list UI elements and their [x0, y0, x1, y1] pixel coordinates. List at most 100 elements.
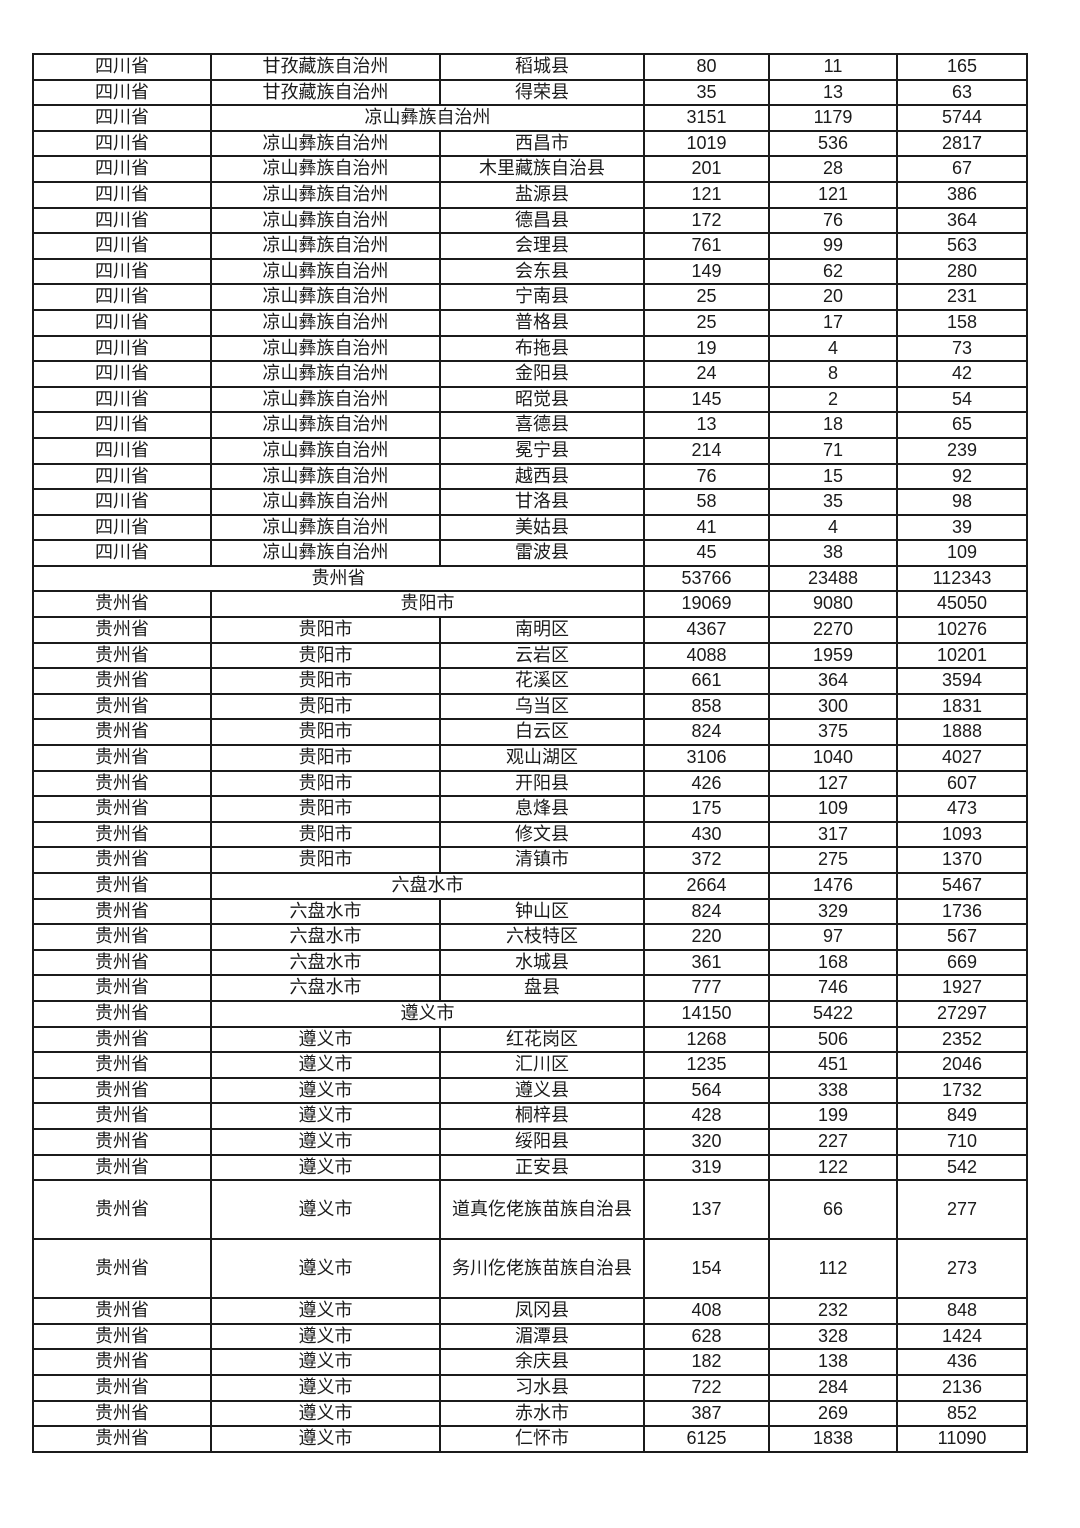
prefecture-cell: 遵义市 [210, 1179, 441, 1241]
value-cell: 67 [896, 155, 1028, 183]
province-cell: 四川省 [32, 360, 212, 388]
value-cell: 227 [768, 1127, 898, 1156]
value-cell: 154 [643, 1238, 770, 1300]
value-cell: 42 [896, 360, 1028, 388]
table-row: 四川省 凉山彝族自治州 会东县 149 62 280 [32, 257, 1028, 286]
value-cell: 98 [896, 488, 1028, 516]
value-cell: 11090 [896, 1425, 1028, 1453]
county-cell: 修文县 [439, 820, 645, 849]
county-cell: 宁南县 [439, 283, 645, 311]
value-cell: 62 [768, 257, 898, 286]
province-cell: 贵州省 [32, 1051, 212, 1079]
prefecture-cell: 凉山彝族自治州 [210, 308, 441, 337]
prefecture-cell: 凉山彝族自治州 [210, 155, 441, 183]
prefecture-cell: 遵义市 [210, 1425, 441, 1453]
value-cell: 338 [768, 1076, 898, 1105]
prefecture-cell: 贵阳市 [210, 641, 441, 670]
county-cell: 红花岗区 [439, 1025, 645, 1054]
value-cell: 1179 [768, 104, 898, 132]
prefecture-cell: 凉山彝族自治州 [210, 360, 441, 388]
province-cell: 贵州省 [32, 1076, 212, 1105]
county-cell: 观山湖区 [439, 744, 645, 772]
value-cell: 1927 [896, 974, 1028, 1002]
value-cell: 628 [643, 1322, 770, 1351]
county-cell: 普格县 [439, 308, 645, 337]
county-cell: 汇川区 [439, 1051, 645, 1079]
value-cell: 2 [768, 385, 898, 414]
prefecture-cell: 六盘水市 [210, 948, 441, 977]
prefecture-county-merged-cell: 六盘水市 [210, 872, 645, 900]
table-row: 贵州省 遵义市 湄潭县 628 328 1424 [32, 1322, 1028, 1351]
county-cell: 绥阳县 [439, 1127, 645, 1156]
value-cell: 328 [768, 1322, 898, 1351]
table-row: 贵州省 贵阳市 19069 9080 45050 [32, 590, 1028, 619]
prefecture-cell: 贵阳市 [210, 795, 441, 823]
value-cell: 3594 [896, 667, 1028, 695]
value-cell: 722 [643, 1373, 770, 1402]
prefecture-cell: 六盘水市 [210, 897, 441, 926]
county-cell: 布拖县 [439, 334, 645, 363]
province-cell: 四川省 [32, 436, 212, 465]
table-row: 贵州省 贵阳市 观山湖区 3106 1040 4027 [32, 744, 1028, 772]
value-cell: 1370 [896, 846, 1028, 874]
county-cell: 清镇市 [439, 846, 645, 874]
prefecture-cell: 贵阳市 [210, 692, 441, 721]
table-row: 四川省 凉山彝族自治州 美姑县 41 4 39 [32, 513, 1028, 542]
prefecture-cell: 遵义市 [210, 1076, 441, 1105]
value-cell: 109 [768, 795, 898, 823]
province-cell: 贵州省 [32, 923, 212, 951]
value-cell: 3151 [643, 104, 770, 132]
value-cell: 127 [768, 769, 898, 798]
county-cell: 务川仡佬族苗族自治县 [439, 1238, 645, 1300]
value-cell: 473 [896, 795, 1028, 823]
value-cell: 375 [768, 718, 898, 747]
value-cell: 1476 [768, 872, 898, 900]
value-cell: 300 [768, 692, 898, 721]
table-row: 贵州省 六盘水市 2664 1476 5467 [32, 872, 1028, 900]
value-cell: 1093 [896, 820, 1028, 849]
county-cell: 开阳县 [439, 769, 645, 798]
value-cell: 2270 [768, 616, 898, 644]
value-cell: 201 [643, 155, 770, 183]
province-cell: 四川省 [32, 308, 212, 337]
table-row: 贵州省 遵义市 赤水市 387 269 852 [32, 1399, 1028, 1428]
value-cell: 15 [768, 462, 898, 491]
province-cell: 四川省 [32, 283, 212, 311]
prefecture-cell: 贵阳市 [210, 846, 441, 874]
county-cell: 盘县 [439, 974, 645, 1002]
prefecture-cell: 贵阳市 [210, 616, 441, 644]
value-cell: 280 [896, 257, 1028, 286]
value-cell: 2046 [896, 1051, 1028, 1079]
value-cell: 45 [643, 539, 770, 567]
value-cell: 4 [768, 334, 898, 363]
table-row: 四川省 凉山彝族自治州 宁南县 25 20 231 [32, 283, 1028, 311]
value-cell: 76 [768, 206, 898, 235]
county-cell: 冕宁县 [439, 436, 645, 465]
province-cell: 贵州省 [32, 692, 212, 721]
prefecture-cell: 凉山彝族自治州 [210, 539, 441, 567]
table-row: 贵州省 遵义市 仁怀市 6125 1838 11090 [32, 1425, 1028, 1453]
prefecture-cell: 遵义市 [210, 1322, 441, 1351]
province-cell: 贵州省 [32, 1322, 212, 1351]
value-cell: 20 [768, 283, 898, 311]
province-cell: 贵州省 [32, 846, 212, 874]
value-cell: 542 [896, 1153, 1028, 1182]
value-cell: 284 [768, 1373, 898, 1402]
value-cell: 10201 [896, 641, 1028, 670]
county-cell: 凤冈县 [439, 1297, 645, 1325]
prefecture-cell: 遵义市 [210, 1102, 441, 1130]
value-cell: 14150 [643, 999, 770, 1028]
value-cell: 109 [896, 539, 1028, 567]
county-cell: 赤水市 [439, 1399, 645, 1428]
table-row: 贵州省 遵义市 道真仡佬族苗族自治县 137 66 277 [32, 1179, 1028, 1241]
prefecture-cell: 遵义市 [210, 1348, 441, 1376]
county-cell: 美姑县 [439, 513, 645, 542]
value-cell: 71 [768, 436, 898, 465]
value-cell: 145 [643, 385, 770, 414]
county-cell: 白云区 [439, 718, 645, 747]
county-cell: 遵义县 [439, 1076, 645, 1105]
county-cell: 云岩区 [439, 641, 645, 670]
prefecture-cell: 遵义市 [210, 1153, 441, 1182]
table-row: 贵州省 贵阳市 息烽县 175 109 473 [32, 795, 1028, 823]
value-cell: 4027 [896, 744, 1028, 772]
